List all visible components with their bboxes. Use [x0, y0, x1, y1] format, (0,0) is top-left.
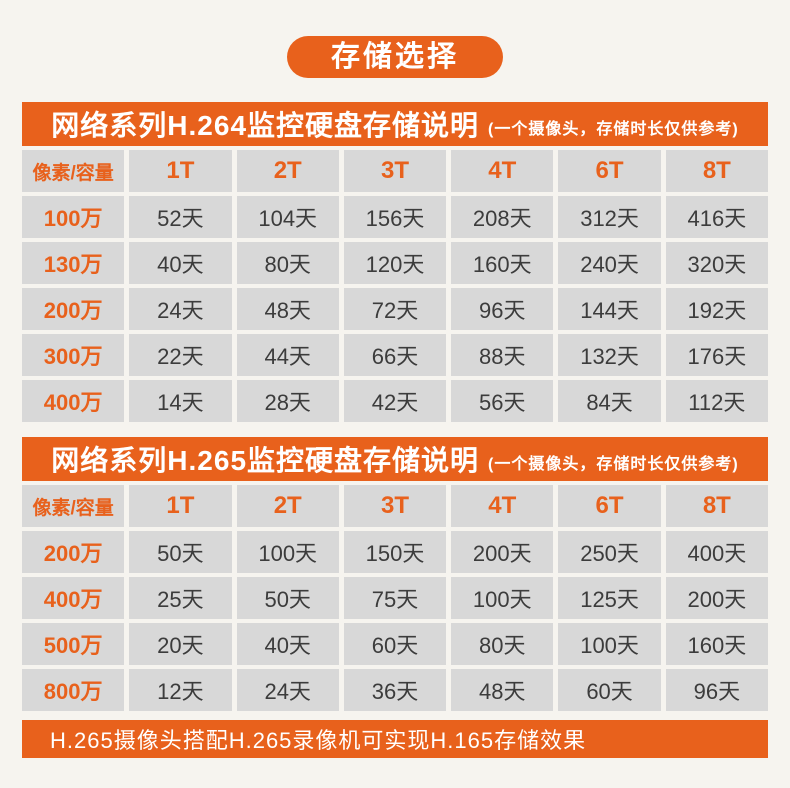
data-cell: 104天: [236, 196, 339, 238]
data-cell: 25天: [129, 577, 232, 619]
h264-table-subtitle: (一个摄像头，存储时长仅供参考): [488, 121, 739, 138]
data-cell: 100天: [558, 623, 661, 665]
header-cell-pixel-capacity: 像素/容量: [22, 485, 125, 527]
data-cell: 156天: [343, 196, 447, 238]
data-cell: 320天: [665, 242, 768, 284]
data-cell: 48天: [451, 669, 554, 711]
header-cell-6t: 6T: [558, 485, 661, 527]
data-cell: 50天: [129, 531, 232, 573]
data-cell: 150天: [343, 531, 447, 573]
data-cell: 80天: [236, 242, 339, 284]
h265-storage-grid: 像素/容量 1T 2T 3T 4T 6T 8T 200万 50天 100天 150天 200天 250天…: [22, 485, 768, 711]
h264-storage-grid: 像素/容量 1T 2T 3T 4T 6T 8T 100万 52天 104天 156天 208天 312天…: [22, 150, 768, 422]
data-cell: 40天: [236, 623, 339, 665]
storage-selection-badge: 存储选择: [286, 36, 503, 78]
data-cell: 84天: [558, 380, 661, 422]
data-cell: 88天: [451, 334, 554, 376]
data-cell: 52天: [129, 196, 232, 238]
data-cell: 240天: [558, 242, 661, 284]
header-cell-4t: 4T: [451, 150, 554, 192]
data-cell: 80天: [451, 623, 554, 665]
header-cell-1t: 1T: [129, 485, 232, 527]
data-cell: 12天: [129, 669, 232, 711]
data-cell: 250天: [558, 531, 661, 573]
data-cell: 200天: [451, 531, 554, 573]
row-label-cell: 400万: [22, 380, 125, 422]
data-cell: 200天: [665, 577, 768, 619]
data-cell: 192天: [665, 288, 768, 330]
data-cell: 120天: [343, 242, 447, 284]
data-cell: 160天: [451, 242, 554, 284]
data-cell: 60天: [558, 669, 661, 711]
row-label-cell: 130万: [22, 242, 125, 284]
header-cell-8t: 8T: [665, 485, 768, 527]
data-cell: 100天: [451, 577, 554, 619]
h264-storage-table-section: 网络系列H.264监控硬盘存储说明 (一个摄像头，存储时长仅供参考) 像素/容量…: [22, 102, 768, 422]
h264-table-title-bar: 网络系列H.264监控硬盘存储说明 (一个摄像头，存储时长仅供参考): [22, 102, 768, 146]
footer-note-bar: H.265摄像头搭配H.265录像机可实现H.165存储效果: [22, 720, 768, 758]
data-cell: 56天: [451, 380, 554, 422]
header-cell-2t: 2T: [236, 150, 339, 192]
data-cell: 96天: [665, 669, 768, 711]
data-cell: 416天: [665, 196, 768, 238]
data-cell: 66天: [343, 334, 447, 376]
h265-table-subtitle: (一个摄像头，存储时长仅供参考): [488, 456, 739, 473]
data-cell: 72天: [343, 288, 447, 330]
data-cell: 60天: [343, 623, 447, 665]
data-cell: 24天: [236, 669, 339, 711]
data-cell: 24天: [129, 288, 232, 330]
row-label-cell: 200万: [22, 531, 125, 573]
header-cell-pixel-capacity: 像素/容量: [22, 150, 125, 192]
data-cell: 42天: [343, 380, 447, 422]
data-cell: 50天: [236, 577, 339, 619]
h264-table-title: 网络系列H.264监控硬盘存储说明: [51, 110, 480, 141]
header-cell-4t: 4T: [451, 485, 554, 527]
header-cell-2t: 2T: [236, 485, 339, 527]
data-cell: 20天: [129, 623, 232, 665]
row-label-cell: 100万: [22, 196, 125, 238]
data-cell: 28天: [236, 380, 339, 422]
h265-table-title: 网络系列H.265监控硬盘存储说明: [51, 445, 480, 476]
data-cell: 14天: [129, 380, 232, 422]
header-cell-3t: 3T: [343, 485, 447, 527]
data-cell: 144天: [558, 288, 661, 330]
row-label-cell: 200万: [22, 288, 125, 330]
data-cell: 44天: [236, 334, 339, 376]
data-cell: 112天: [665, 380, 768, 422]
data-cell: 312天: [558, 196, 661, 238]
data-cell: 160天: [665, 623, 768, 665]
data-cell: 125天: [558, 577, 661, 619]
data-cell: 132天: [558, 334, 661, 376]
data-cell: 75天: [343, 577, 447, 619]
data-cell: 22天: [129, 334, 232, 376]
footer-note-text: H.265摄像头搭配H.265录像机可实现H.165存储效果: [50, 728, 587, 753]
row-label-cell: 400万: [22, 577, 125, 619]
data-cell: 48天: [236, 288, 339, 330]
header-cell-3t: 3T: [343, 150, 447, 192]
data-cell: 40天: [129, 242, 232, 284]
data-cell: 208天: [451, 196, 554, 238]
row-label-cell: 500万: [22, 623, 125, 665]
h265-table-title-bar: 网络系列H.265监控硬盘存储说明 (一个摄像头，存储时长仅供参考): [22, 437, 768, 481]
header-cell-6t: 6T: [558, 150, 661, 192]
data-cell: 36天: [343, 669, 447, 711]
header-cell-1t: 1T: [129, 150, 232, 192]
data-cell: 96天: [451, 288, 554, 330]
row-label-cell: 300万: [22, 334, 125, 376]
h265-storage-table-section: 网络系列H.265监控硬盘存储说明 (一个摄像头，存储时长仅供参考) 像素/容量…: [22, 437, 768, 711]
row-label-cell: 800万: [22, 669, 125, 711]
data-cell: 176天: [665, 334, 768, 376]
header-cell-8t: 8T: [665, 150, 768, 192]
data-cell: 400天: [665, 531, 768, 573]
data-cell: 100天: [236, 531, 339, 573]
